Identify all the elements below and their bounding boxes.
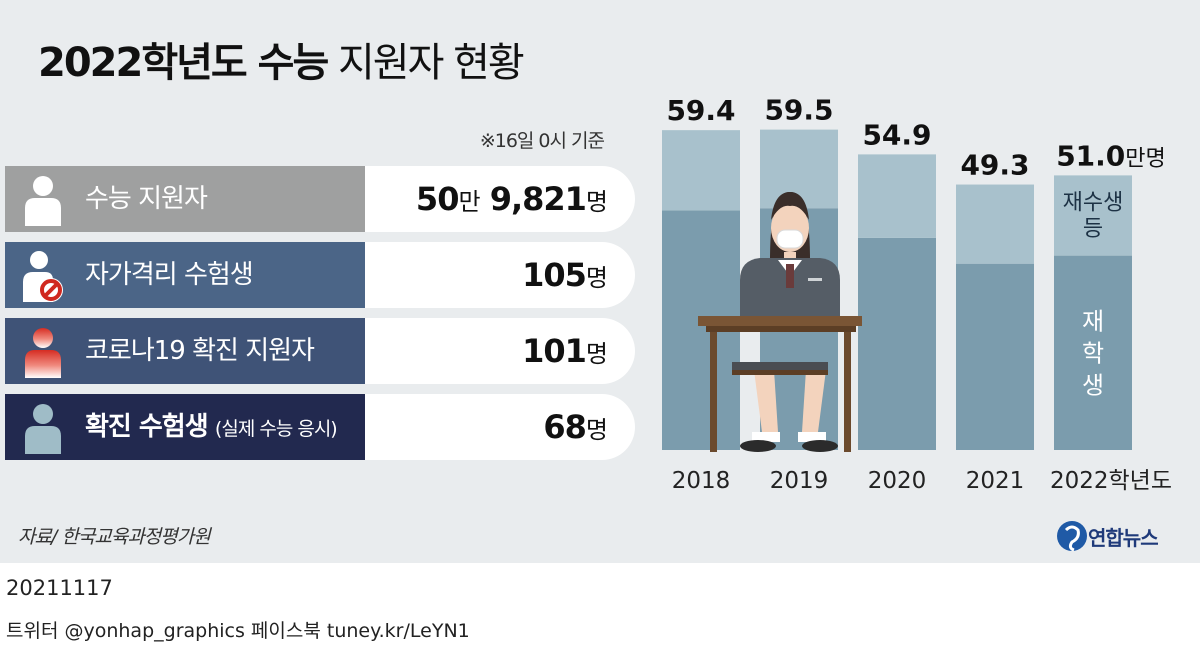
social-links: 트위터 @yonhap_graphics 페이스북 tuney.kr/LeYN1	[6, 620, 470, 642]
stat-row-covid-applicants: 코로나19 확진 지원자 101명	[5, 318, 635, 384]
person-icon	[25, 176, 61, 226]
total-label-2018: 59.4	[666, 94, 735, 127]
total-label-2021: 49.3	[960, 149, 1029, 182]
bar-재학생-2020	[858, 237, 936, 450]
series-label-upper-line2: 등	[1083, 216, 1103, 241]
stat-label: 수능 지원자	[85, 184, 208, 214]
stat-value-pill	[365, 394, 635, 460]
category-label-2020: 2020	[868, 468, 927, 494]
stat-value: 105명	[522, 256, 608, 294]
stat-label: 자가격리 수험생	[85, 260, 254, 290]
stat-label: 확진 수험생 (실제 수능 응시)	[85, 412, 338, 442]
stat-value: 101명	[522, 332, 608, 370]
bar-upper-2021	[956, 184, 1034, 264]
stat-label: 코로나19 확진 지원자	[85, 336, 315, 366]
series-label-upper-line1: 재수생	[1063, 190, 1124, 215]
bar-upper-2022학년도	[1054, 175, 1132, 256]
brand-name: 연합뉴스	[1088, 526, 1159, 550]
stat-value: 50만 9,821명	[415, 180, 608, 218]
series-label-lower-char: 재	[1082, 308, 1104, 336]
stat-value-pill	[365, 166, 635, 232]
category-label-2018: 2018	[672, 468, 731, 494]
quarantine-person-icon	[23, 251, 63, 302]
total-label-2020: 54.9	[862, 118, 931, 151]
stat-row-self-quarantine: 자가격리 수험생 105명	[5, 242, 635, 308]
page-title: 2022학년도 수능 지원자 현황	[38, 30, 525, 88]
stat-row-applicants: 수능 지원자 50만 9,821명	[5, 166, 635, 232]
category-label-2022학년도: 2022학년도	[1050, 468, 1172, 494]
title-year: 2022학년도	[38, 40, 248, 86]
stat-row-infected-examinees: 확진 수험생 (실제 수능 응시) 68명	[5, 394, 635, 460]
stat-bar	[5, 166, 402, 232]
applicants-bar-chart: 59.4 2018 59.5 2019 54.9 2020 49.3 2021 51.0만명 20…	[662, 94, 1172, 494]
stat-value-pill	[365, 318, 635, 384]
title-bold: 수능	[257, 40, 330, 86]
source-credit: 자료/ 한국교육과정평가원	[18, 526, 211, 548]
category-label-2021: 2021	[966, 468, 1025, 494]
bars-group: 59.4 2018 59.5 2019 54.9 2020 49.3 2021 51.0만명 20…	[662, 94, 1172, 494]
stat-bar	[5, 394, 402, 460]
bar-재학생-2021	[956, 263, 1034, 450]
title-rest: 지원자 현황	[338, 40, 525, 86]
series-label-lower-char: 학	[1082, 340, 1104, 368]
basis-note: ※16일 0시 기준	[479, 130, 605, 152]
stat-bar	[5, 318, 402, 384]
stat-bar	[5, 242, 402, 308]
infected-person-icon	[25, 328, 61, 378]
bar-upper-2018	[662, 130, 740, 211]
series-label-lower-char: 생	[1082, 372, 1104, 400]
examinee-person-icon	[25, 404, 61, 454]
yonhap-logo	[1057, 521, 1087, 552]
student-illustration	[698, 191, 862, 452]
publish-date: 20211117	[6, 576, 113, 600]
bar-재학생-2022학년도	[1054, 255, 1132, 450]
stat-value: 68명	[543, 408, 608, 446]
bar-upper-2020	[858, 154, 936, 238]
category-label-2019: 2019	[770, 468, 829, 494]
stat-value-pill	[365, 242, 635, 308]
total-label-2019: 59.5	[764, 94, 833, 127]
total-label-2022학년도: 51.0만명	[1056, 139, 1166, 172]
